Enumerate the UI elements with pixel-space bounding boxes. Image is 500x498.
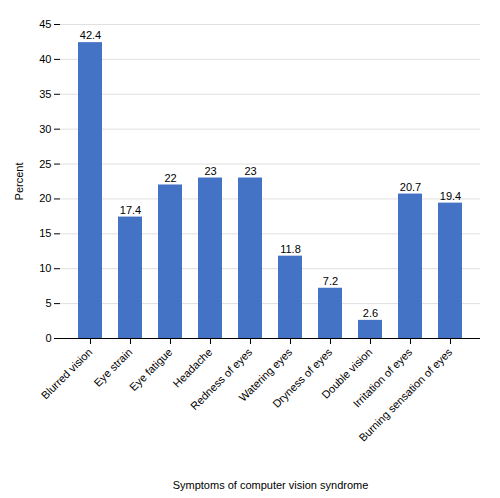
svg-text:42.4: 42.4	[80, 29, 101, 41]
svg-text:Dryness of eyes: Dryness of eyes	[270, 345, 335, 410]
svg-text:7.2: 7.2	[323, 275, 338, 287]
svg-text:10: 10	[39, 262, 51, 274]
svg-text:Double vision: Double vision	[319, 345, 375, 401]
svg-text:25: 25	[39, 158, 51, 170]
svg-text:Percent: Percent	[13, 163, 25, 201]
svg-text:20: 20	[39, 192, 51, 204]
svg-text:22: 22	[164, 172, 176, 184]
svg-text:Burning sensation of eyes: Burning sensation of eyes	[356, 345, 454, 443]
svg-text:Symptoms of computer vision sy: Symptoms of computer vision syndrome	[173, 479, 369, 491]
svg-text:Blurred vision: Blurred vision	[39, 346, 95, 402]
svg-text:0: 0	[45, 332, 51, 344]
svg-text:Redness of eyes: Redness of eyes	[188, 345, 255, 413]
svg-text:35: 35	[39, 88, 51, 100]
svg-text:30: 30	[39, 123, 51, 135]
svg-text:23: 23	[244, 165, 256, 177]
svg-text:15: 15	[39, 227, 51, 239]
svg-text:11.8: 11.8	[280, 243, 301, 255]
svg-text:2.6: 2.6	[363, 307, 378, 319]
svg-text:5: 5	[45, 297, 51, 309]
svg-text:Irritation of eyes: Irritation of eyes	[350, 345, 415, 410]
svg-text:Watering eyes: Watering eyes	[236, 345, 295, 404]
svg-text:20.7: 20.7	[400, 181, 421, 193]
svg-text:45: 45	[39, 18, 51, 30]
svg-text:40: 40	[39, 53, 51, 65]
svg-text:Eye strain: Eye strain	[91, 345, 135, 389]
svg-text:Eye fatigue: Eye fatigue	[127, 346, 174, 393]
svg-text:Headache: Headache	[170, 345, 215, 390]
svg-text:17.4: 17.4	[120, 204, 141, 216]
svg-text:19.4: 19.4	[440, 190, 461, 202]
svg-text:23: 23	[204, 165, 216, 177]
